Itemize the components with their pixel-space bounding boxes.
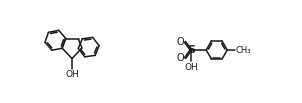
Text: OH: OH (65, 70, 79, 79)
Text: OH: OH (184, 63, 198, 71)
Text: S: S (187, 45, 195, 55)
Text: O: O (176, 37, 184, 47)
Text: O: O (176, 53, 184, 63)
Text: CH₃: CH₃ (236, 46, 251, 54)
